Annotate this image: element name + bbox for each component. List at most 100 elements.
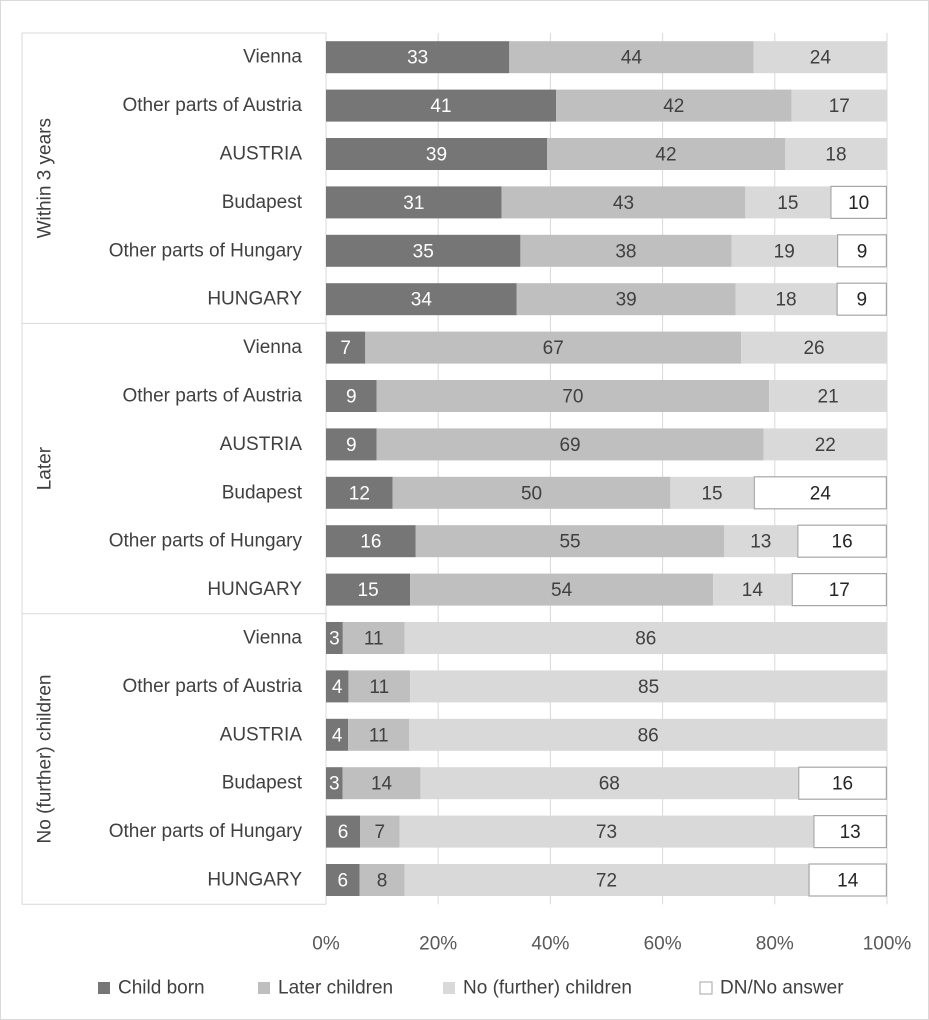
bar-segment (785, 138, 887, 170)
bar-segment (326, 670, 349, 703)
bar-segment (713, 573, 792, 606)
legend-swatch (258, 982, 270, 994)
data-label: 13 (750, 532, 771, 553)
data-label: 39 (426, 145, 447, 166)
data-label: 41 (430, 96, 451, 117)
data-label: 86 (635, 629, 656, 650)
bar-segment (360, 815, 400, 848)
x-tick-label: 100% (863, 934, 912, 955)
data-label: 8 (377, 871, 388, 892)
bar-segment (798, 766, 887, 800)
data-label: 15 (777, 193, 798, 214)
bar-segment (348, 670, 411, 703)
category-label: Vienna (243, 47, 302, 68)
bar-segment (509, 41, 754, 74)
bar-segment (415, 525, 725, 558)
data-label: 7 (340, 338, 351, 359)
data-label: 24 (810, 483, 832, 504)
bar-segment (326, 138, 547, 170)
bar-segment (520, 234, 732, 267)
data-label: 70 (562, 387, 583, 408)
bar-segment (836, 282, 887, 316)
data-label: 18 (825, 145, 846, 166)
data-label: 54 (551, 580, 573, 601)
bar-segment (399, 815, 814, 848)
x-tick-label: 0% (312, 934, 340, 955)
data-label: 43 (613, 193, 634, 214)
bar-segment (326, 476, 393, 509)
bar-segment (342, 767, 421, 800)
bar-segment (326, 767, 343, 800)
data-label: 33 (407, 48, 428, 69)
data-label: 39 (616, 290, 637, 311)
legend-swatch (699, 981, 713, 995)
legend-swatch (98, 982, 110, 994)
category-label: Vienna (243, 337, 302, 358)
legend-label: DN/No answer (720, 978, 844, 999)
bar-segment (670, 476, 754, 509)
bar-segment (409, 718, 887, 751)
bar-segment (769, 380, 887, 412)
data-label: 14 (837, 871, 859, 892)
bar-segment (763, 428, 887, 461)
data-label: 44 (621, 48, 643, 69)
bar-segment (791, 89, 887, 122)
legend-swatch (443, 982, 455, 994)
data-label: 16 (360, 532, 381, 553)
data-label: 14 (742, 580, 764, 601)
data-label: 4 (332, 725, 343, 746)
data-label: 67 (543, 338, 564, 359)
bar-segment (741, 331, 887, 364)
bar-segment (404, 864, 809, 896)
bar-segment (410, 573, 714, 606)
category-label: Other parts of Austria (122, 95, 302, 116)
data-label: 3 (329, 629, 340, 650)
group-label: No (further) children (35, 675, 56, 844)
data-label: 9 (346, 387, 357, 408)
data-label: 10 (848, 193, 869, 214)
category-label: Vienna (243, 628, 302, 649)
data-label: 7 (375, 822, 386, 843)
bar-segment (326, 380, 377, 412)
bar-segment (731, 234, 838, 267)
category-label: Budapest (222, 192, 303, 213)
data-label: 17 (829, 580, 850, 601)
category-label: AUSTRIA (220, 434, 303, 455)
bar-segment (359, 864, 405, 896)
data-label: 26 (803, 338, 824, 359)
x-tick-label: 60% (644, 934, 682, 955)
bar-segment (797, 524, 888, 558)
x-tick-label: 20% (419, 934, 457, 955)
data-label: 9 (856, 290, 867, 311)
bar-segment (753, 41, 887, 74)
data-label: 11 (369, 677, 389, 698)
data-label: 34 (411, 290, 433, 311)
data-label: 9 (346, 435, 357, 456)
bar-segment (326, 864, 360, 896)
bar-segment (376, 428, 764, 461)
data-label: 35 (413, 241, 434, 262)
data-label: 9 (857, 241, 868, 262)
bar-segment (326, 815, 360, 848)
x-tick-label: 40% (531, 934, 569, 955)
bar-segment (326, 622, 343, 654)
data-label: 68 (599, 774, 620, 795)
data-label: 11 (369, 725, 389, 746)
bar-segment (392, 476, 671, 509)
data-label: 12 (349, 483, 370, 504)
bar-segment (326, 89, 557, 122)
bar-segment (791, 572, 887, 607)
data-label: 6 (338, 871, 349, 892)
bar-segment (501, 186, 746, 219)
bar-segment (365, 331, 742, 364)
data-label: 69 (559, 435, 580, 456)
bar-segment (348, 718, 410, 751)
bar-segment (326, 428, 377, 461)
data-label: 50 (521, 483, 542, 504)
category-label: Other parts of Hungary (109, 821, 303, 842)
category-label: Other parts of Austria (122, 386, 302, 407)
bar-segment (420, 767, 799, 800)
data-label: 17 (829, 96, 850, 117)
bar-segment (326, 718, 349, 751)
data-label: 16 (832, 532, 853, 553)
